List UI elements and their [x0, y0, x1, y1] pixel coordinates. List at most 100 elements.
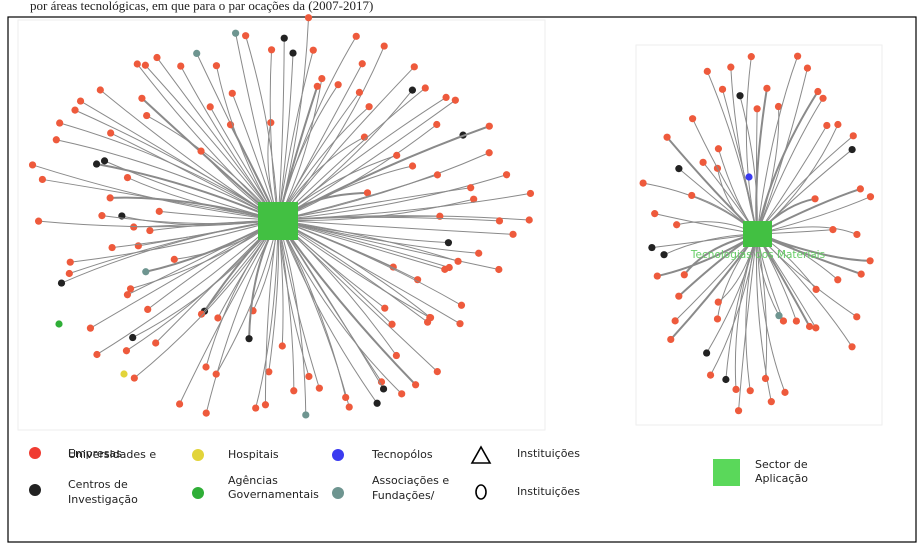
edge — [755, 88, 768, 235]
node — [202, 363, 210, 371]
node — [152, 339, 160, 347]
edge — [277, 219, 378, 404]
node — [718, 85, 727, 93]
edge — [756, 90, 819, 235]
node — [242, 32, 250, 40]
node — [706, 371, 715, 379]
node — [363, 189, 372, 197]
node — [775, 312, 783, 320]
node — [232, 29, 240, 37]
node — [93, 350, 101, 359]
node — [651, 210, 659, 218]
node — [141, 61, 149, 69]
edge — [710, 233, 758, 376]
node — [228, 89, 236, 97]
node — [388, 320, 396, 328]
node — [280, 34, 288, 42]
edge — [100, 89, 279, 221]
node — [107, 129, 115, 137]
node — [365, 103, 373, 111]
legend-label: Instituições — [517, 485, 580, 498]
node — [525, 216, 533, 224]
node — [767, 398, 775, 406]
node — [485, 122, 493, 130]
node — [202, 409, 210, 417]
node — [467, 184, 475, 192]
node — [206, 103, 214, 111]
node — [470, 195, 478, 203]
legend-swatch — [713, 459, 740, 486]
node — [761, 374, 770, 383]
node — [123, 291, 132, 299]
edge — [277, 219, 450, 268]
sector-node — [258, 202, 298, 240]
node — [134, 242, 142, 250]
node — [142, 268, 150, 276]
node — [639, 179, 647, 187]
node — [660, 251, 668, 259]
edge — [277, 219, 462, 306]
node — [265, 368, 273, 376]
node — [703, 349, 711, 357]
legend: Empresas Universidades e Centros de Invest… — [29, 445, 808, 506]
node — [673, 221, 681, 229]
node — [444, 239, 453, 247]
edge — [277, 152, 490, 221]
node — [177, 62, 185, 70]
edge — [277, 87, 426, 221]
node — [475, 249, 483, 257]
edge — [156, 57, 279, 221]
node — [334, 81, 342, 89]
node — [866, 257, 874, 265]
node — [509, 230, 517, 238]
edge — [277, 219, 445, 270]
node — [66, 258, 74, 266]
edge — [756, 98, 824, 235]
node — [803, 64, 812, 72]
node — [170, 255, 178, 263]
node — [106, 194, 114, 202]
legend-label: Universidades e Centros de Investigação — [68, 448, 156, 506]
node — [143, 111, 151, 120]
node — [123, 174, 132, 182]
legend-swatch — [192, 449, 204, 461]
node — [774, 102, 783, 111]
node — [814, 87, 822, 96]
node — [214, 314, 222, 322]
edge — [110, 196, 279, 221]
node — [122, 347, 131, 355]
edge — [277, 216, 500, 222]
edge — [70, 219, 279, 263]
node — [823, 121, 831, 130]
edge — [179, 219, 279, 405]
node — [421, 84, 429, 92]
node — [289, 49, 297, 57]
node — [714, 145, 723, 153]
node — [55, 320, 63, 328]
node — [76, 97, 85, 105]
node — [433, 171, 442, 179]
node — [138, 94, 146, 102]
node — [290, 387, 298, 395]
node — [197, 310, 206, 318]
edge — [269, 49, 279, 221]
edge — [277, 219, 350, 408]
node — [688, 191, 696, 200]
node — [722, 375, 730, 384]
node — [671, 317, 679, 325]
node — [408, 86, 417, 94]
network-label: Tecnologias dos Materiais — [690, 249, 825, 261]
node — [65, 269, 73, 278]
node — [834, 120, 842, 129]
node — [781, 388, 789, 396]
node — [853, 230, 861, 239]
node — [433, 120, 441, 129]
legend-swatch — [332, 487, 344, 499]
node — [727, 63, 735, 71]
node — [456, 320, 464, 328]
node — [393, 151, 401, 159]
node — [713, 315, 722, 323]
edge — [277, 174, 507, 221]
edge — [136, 63, 279, 221]
